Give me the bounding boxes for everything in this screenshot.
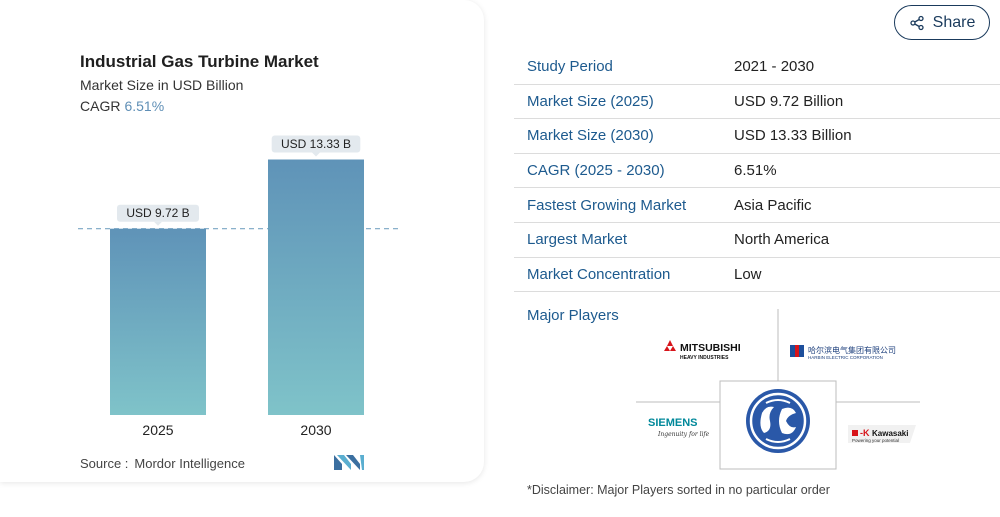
mitsubishi-logo: MITSUBISHI HEAVY INDUSTRIES bbox=[664, 340, 741, 361]
chart-subtitle: Market Size in USD Billion bbox=[80, 77, 244, 93]
harbin-name: 哈尔滨电气集团有限公司 bbox=[808, 345, 896, 355]
data-label: USD 13.33 B bbox=[281, 137, 351, 151]
stat-value: USD 9.72 Billion bbox=[734, 92, 844, 110]
share-button[interactable]: Share bbox=[894, 5, 990, 40]
source-value: Mordor Intelligence bbox=[134, 456, 245, 471]
source-label: Source : bbox=[80, 456, 129, 471]
stat-label: Largest Market bbox=[527, 231, 628, 249]
stat-row-market-concentration: Market Concentration Low bbox=[514, 258, 1000, 293]
chart-card: USD 9.72 B 2025 USD 13.33 B 2030 Industrial… bbox=[0, 0, 484, 482]
siemens-name: SIEMENS bbox=[648, 417, 698, 429]
stat-row-market-size-2030: Market Size (2030) USD 13.33 Billion bbox=[514, 119, 1000, 154]
stat-row-market-size-2025: Market Size (2025) USD 9.72 Billion bbox=[514, 85, 1000, 120]
bar-chart: USD 9.72 B 2025 USD 13.33 B 2030 bbox=[78, 135, 398, 438]
stat-label: Study Period bbox=[527, 58, 613, 76]
siemens-tag: Ingenuity for life bbox=[657, 431, 710, 438]
x-tick-label: 2025 bbox=[142, 422, 173, 438]
stat-row-cagr: CAGR (2025 - 2030) 6.51% bbox=[514, 154, 1000, 189]
disclaimer: *Disclaimer: Major Players sorted in no … bbox=[527, 483, 830, 497]
kawasaki-name: Kawasaki bbox=[872, 429, 908, 438]
mitsubishi-sub: HEAVY INDUSTRIES bbox=[680, 355, 729, 361]
svg-text:-K: -K bbox=[860, 428, 870, 438]
harbin-sub: HARBIN ELECTRIC CORPORATION bbox=[808, 355, 883, 360]
bar-2030 bbox=[268, 159, 364, 415]
ge-logo bbox=[746, 389, 810, 453]
chart-title: Industrial Gas Turbine Market bbox=[80, 52, 319, 71]
stat-value: North America bbox=[734, 231, 830, 249]
siemens-logo: SIEMENS Ingenuity for life bbox=[648, 417, 710, 438]
stat-row-study-period: Study Period 2021 - 2030 bbox=[514, 50, 1000, 85]
major-players-logos: MITSUBISHI HEAVY INDUSTRIES 哈尔滨电气集团有限公司 … bbox=[636, 309, 920, 470]
mordor-intelligence-logo-icon bbox=[334, 455, 364, 470]
cagr-value: 6.51% bbox=[124, 98, 165, 114]
stat-label: Market Size (2030) bbox=[527, 127, 654, 145]
data-label-bg bbox=[271, 135, 361, 153]
cagr-label: CAGR bbox=[80, 98, 121, 114]
bar-2025 bbox=[110, 228, 206, 415]
stat-row-fastest-growing-market: Fastest Growing Market Asia Pacific bbox=[514, 188, 1000, 223]
data-label-bg bbox=[117, 204, 199, 222]
chart-cagr: CAGR 6.51% bbox=[80, 98, 164, 114]
x-tick-label: 2030 bbox=[300, 422, 331, 438]
stat-value: USD 13.33 Billion bbox=[734, 127, 852, 145]
stat-label: Fastest Growing Market bbox=[527, 196, 687, 214]
stat-label: Market Size (2025) bbox=[527, 92, 654, 110]
major-players-title: Major Players bbox=[527, 307, 619, 324]
mitsubishi-name: MITSUBISHI bbox=[680, 342, 741, 354]
data-label: USD 9.72 B bbox=[126, 206, 189, 220]
stat-value: 2021 - 2030 bbox=[734, 58, 815, 76]
share-icon bbox=[909, 15, 924, 30]
chart-source: Source : Mordor Intelligence bbox=[80, 456, 245, 471]
kawasaki-logo: -K Kawasaki Powering your potential bbox=[848, 425, 916, 443]
kawasaki-tag: Powering your potential bbox=[852, 438, 899, 443]
stat-value: Asia Pacific bbox=[734, 196, 812, 214]
stat-label: CAGR (2025 - 2030) bbox=[527, 162, 665, 180]
stat-label: Market Concentration bbox=[527, 265, 671, 283]
stat-row-largest-market: Largest Market North America bbox=[514, 223, 1000, 258]
market-stats-table: Study Period 2021 - 2030 Market Size (20… bbox=[514, 50, 1000, 293]
data-label-pointer bbox=[154, 221, 162, 226]
data-label-pointer bbox=[312, 152, 320, 157]
stat-value: Low bbox=[734, 265, 762, 283]
stat-value: 6.51% bbox=[734, 162, 777, 180]
harbin-electric-logo: 哈尔滨电气集团有限公司 HARBIN ELECTRIC CORPORATION bbox=[790, 345, 896, 360]
share-label: Share bbox=[932, 13, 976, 31]
